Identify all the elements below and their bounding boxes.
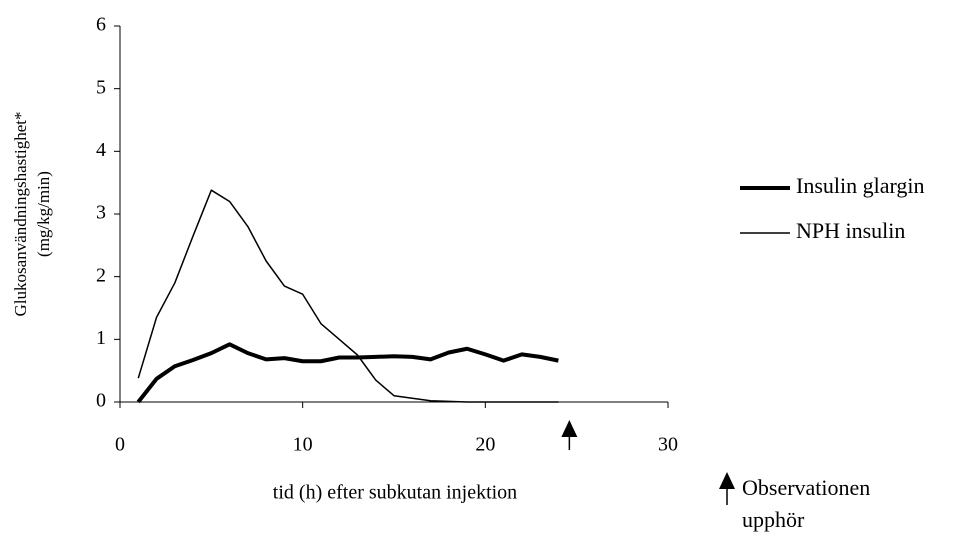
annotation-text: upphör [742, 507, 805, 532]
y-tick-label: 5 [96, 76, 106, 98]
series-line [136, 342, 559, 404]
y-tick-label: 1 [96, 327, 106, 349]
series-line [137, 189, 559, 403]
annotation-text: Observationen [742, 475, 870, 500]
y-tick-label: 3 [96, 202, 106, 224]
y-axis-label: Glukosanvändningshastighet* [11, 112, 30, 317]
x-tick-label: 30 [658, 434, 678, 456]
y-tick-label: 4 [96, 139, 106, 161]
x-axis-label: tid (h) efter subkutan injektion [273, 482, 517, 504]
y-tick-label: 2 [96, 264, 106, 286]
x-tick-label: 20 [475, 434, 495, 456]
arrow-head [719, 472, 735, 489]
legend-label: Insulin glargin [796, 173, 925, 198]
y-axis-label: (mg/kg/min) [34, 171, 53, 257]
y-tick-label: 6 [96, 14, 106, 36]
x-tick-label: 0 [115, 434, 125, 456]
arrow-head [561, 420, 578, 437]
x-tick-label: 10 [293, 434, 313, 456]
y-tick-label: 0 [96, 390, 106, 412]
legend-label: NPH insulin [796, 218, 905, 243]
